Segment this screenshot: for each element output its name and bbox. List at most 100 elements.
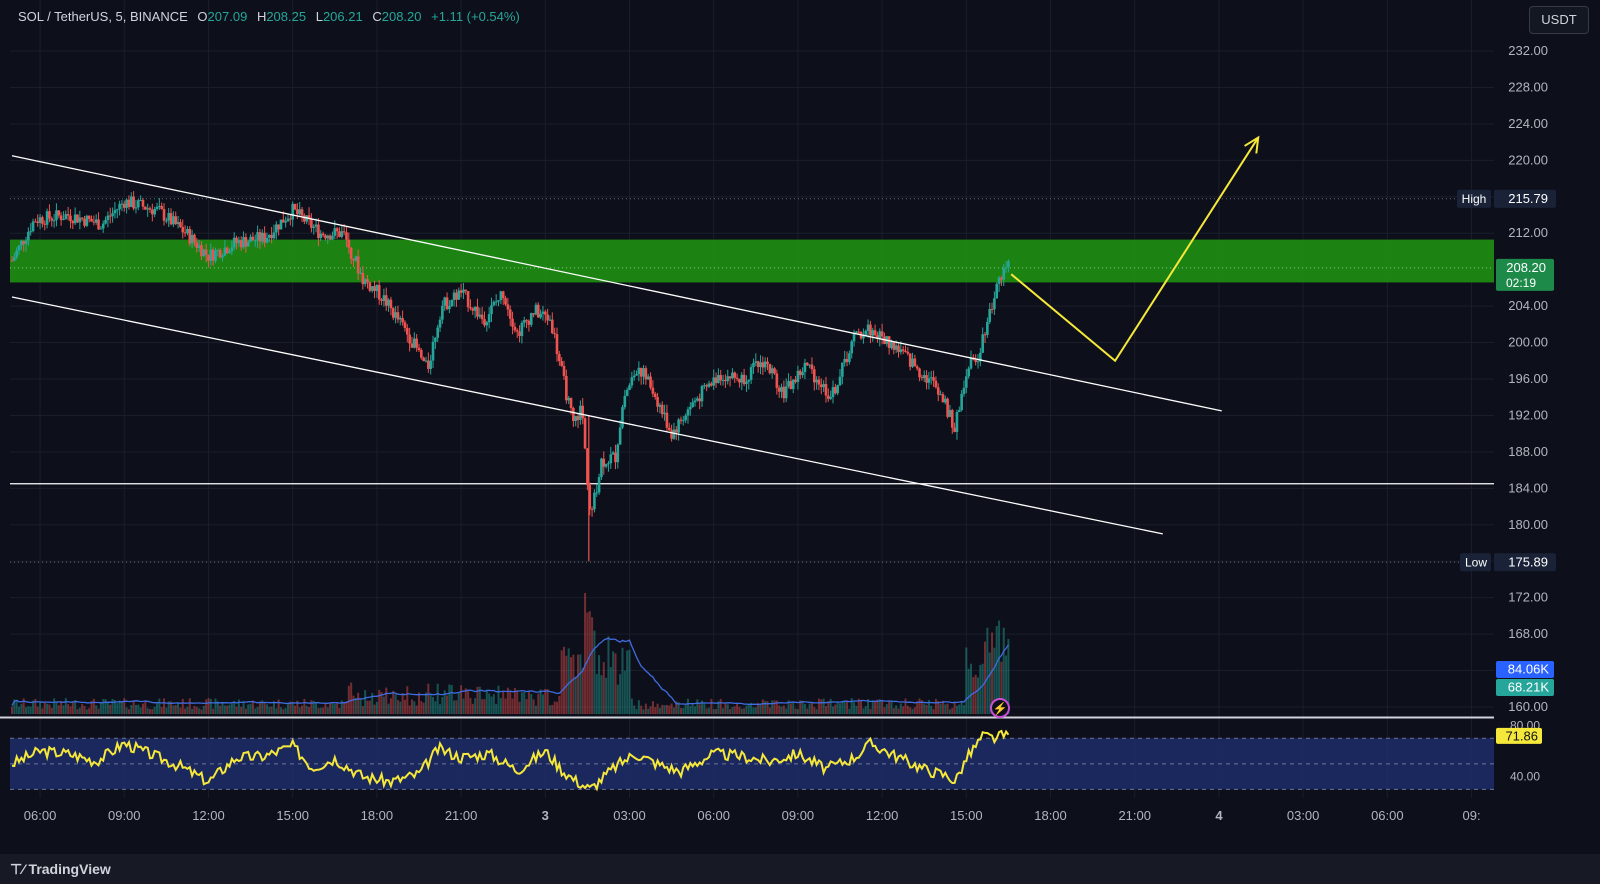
candle-body — [162, 209, 166, 221]
candle-body — [172, 216, 175, 225]
candle-body — [469, 307, 472, 309]
candle-body — [366, 279, 369, 283]
volume-bar — [897, 708, 900, 714]
candle-body — [417, 347, 421, 351]
volume-bar — [53, 698, 56, 714]
candle-body — [646, 376, 650, 380]
candle-body — [99, 228, 103, 230]
candle-body — [415, 338, 418, 348]
candle-body — [331, 235, 334, 240]
candle-body — [901, 349, 905, 352]
candle-body — [969, 357, 973, 369]
volume-bar — [69, 706, 72, 714]
volume-bar — [25, 707, 28, 714]
volume-bar — [392, 690, 395, 714]
candle-body — [700, 386, 704, 402]
volume-bar — [953, 701, 956, 714]
close-value: 208.20 — [381, 9, 422, 24]
candle-body — [473, 306, 477, 311]
candle-body — [34, 221, 37, 223]
tradingview-logo[interactable]: ⊤⁄ TradingView — [10, 861, 111, 878]
volume-bar — [621, 647, 624, 714]
candle-body — [445, 297, 449, 310]
price-axis[interactable]: 160.00 168.00 172.00 180.00 184.00 188.00 192.… — [1496, 0, 1600, 854]
volume-bar — [64, 698, 67, 714]
candle-body — [59, 215, 63, 221]
candle-body — [345, 232, 348, 240]
volume-bar — [689, 706, 692, 714]
candle-body — [770, 368, 774, 374]
price-tick-label: 192.00 — [1508, 407, 1548, 422]
volume-bar — [153, 706, 156, 714]
volume-bar — [511, 698, 514, 714]
volume-bar — [843, 700, 846, 714]
volume-bar — [310, 700, 313, 714]
volume-bar — [502, 691, 505, 714]
candle-body — [321, 233, 325, 236]
volume-bar — [506, 687, 509, 714]
candle-body — [275, 224, 278, 233]
candle-body — [286, 218, 290, 222]
candle-body — [277, 224, 280, 230]
volume-bar — [504, 698, 507, 714]
resistance-zone — [10, 239, 1494, 283]
price-tick-label: 160.00 — [1508, 699, 1548, 714]
candle-body — [990, 309, 994, 311]
candle-body — [15, 250, 18, 258]
volume-bar — [312, 700, 315, 714]
volume-bar — [656, 703, 659, 714]
volume-bar — [635, 709, 638, 714]
candle-body — [76, 214, 79, 223]
volume-bar — [663, 705, 666, 714]
volume-bar — [282, 709, 285, 714]
currency-button[interactable]: USDT — [1529, 6, 1589, 34]
candle-body — [83, 218, 86, 226]
volume-bar — [672, 707, 675, 714]
candle-body — [632, 375, 636, 378]
candle-body — [202, 249, 206, 257]
time-tick-label: 09:00 — [108, 808, 141, 823]
volume-bar — [417, 692, 420, 714]
volume-bar — [18, 706, 21, 714]
volume-bar — [453, 700, 456, 714]
trendlines[interactable] — [11, 155, 1222, 535]
volume-bar — [555, 701, 558, 714]
candle-body — [284, 221, 287, 223]
volume-bar — [427, 683, 430, 714]
symbol-title[interactable]: SOL / TetherUS, 5, BINANCE — [18, 9, 188, 24]
candle-body — [36, 221, 40, 223]
candle-body — [623, 395, 627, 408]
price-tick-label: 196.00 — [1508, 371, 1548, 386]
volume-bar — [602, 662, 605, 714]
volume-bar — [846, 700, 849, 714]
open-label: O — [197, 9, 208, 24]
time-tick-label: 21:00 — [445, 808, 478, 823]
candle-body — [955, 412, 959, 432]
candle-body — [1004, 267, 1008, 269]
time-tick-label: 09: — [1463, 808, 1481, 823]
candle-body — [494, 301, 498, 303]
candle-body — [492, 301, 496, 306]
candle-body — [260, 232, 264, 242]
candle-body — [27, 231, 30, 241]
candle-body — [455, 292, 458, 300]
volume-bar — [553, 701, 556, 714]
candle-body — [752, 362, 755, 368]
volume-bar — [102, 699, 105, 714]
candle-body — [141, 200, 145, 207]
candle-body — [377, 284, 381, 300]
volume-bar — [497, 685, 500, 714]
candle-body — [852, 333, 856, 342]
candle-body — [831, 387, 835, 398]
projection-arrow[interactable] — [1010, 135, 1260, 363]
candle-body — [525, 320, 528, 322]
volume-bar — [904, 698, 907, 714]
volume-bar — [972, 677, 975, 714]
volume-bar — [637, 700, 640, 714]
time-axis[interactable]: 06:00 09:00 12:00 15:00 18:00 21:00 3 03:00 06:0… — [24, 808, 1481, 823]
price-axis-background — [1496, 0, 1600, 854]
volume-bar — [432, 697, 435, 714]
volume-bar — [588, 611, 591, 714]
